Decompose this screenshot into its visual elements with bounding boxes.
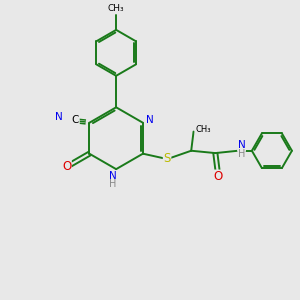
Text: N: N — [55, 112, 63, 122]
Text: H: H — [238, 149, 245, 159]
Text: N: N — [146, 115, 153, 125]
Text: CH₃: CH₃ — [108, 4, 124, 13]
Text: O: O — [213, 170, 222, 183]
Text: O: O — [62, 160, 71, 173]
Text: C: C — [72, 115, 79, 125]
Text: S: S — [164, 152, 171, 166]
Text: CH₃: CH₃ — [195, 125, 211, 134]
Text: N: N — [109, 171, 116, 181]
Text: H: H — [109, 179, 116, 190]
Text: N: N — [238, 140, 245, 150]
